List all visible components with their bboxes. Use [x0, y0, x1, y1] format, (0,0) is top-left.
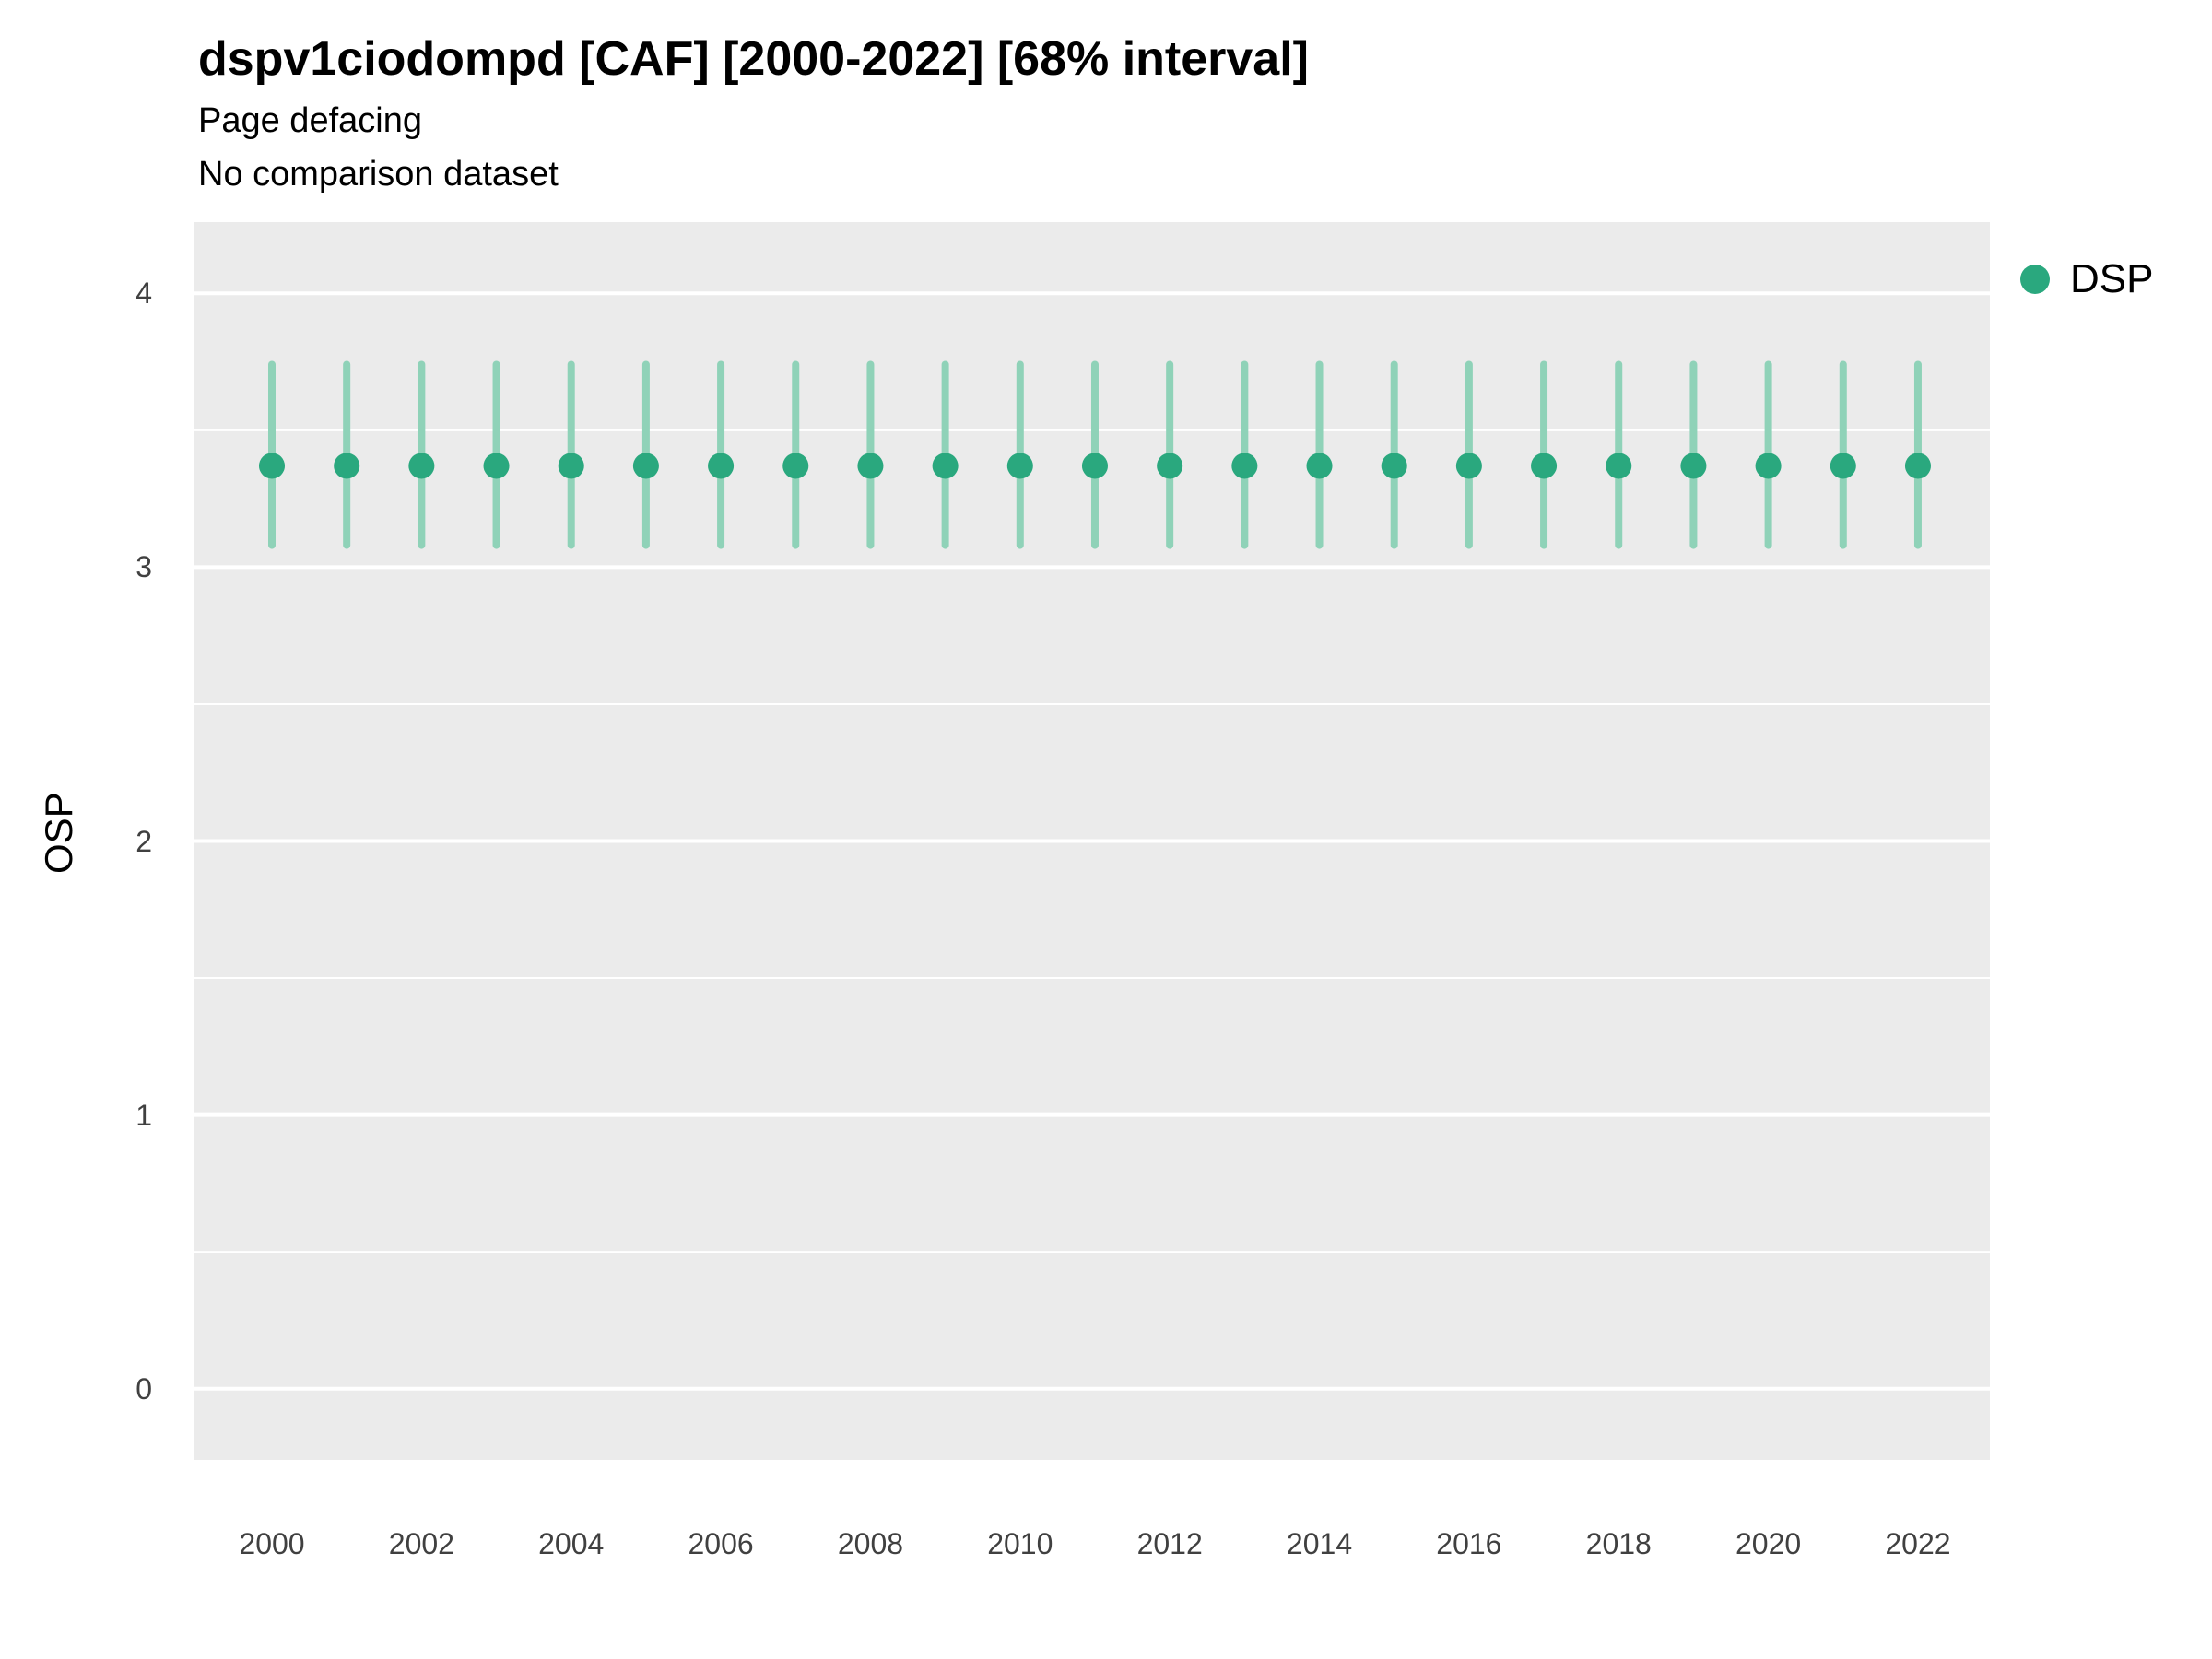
- data-point: [1531, 453, 1558, 479]
- x-tick-label: 2018: [1585, 1527, 1652, 1560]
- x-tick-label: 2000: [239, 1527, 305, 1560]
- x-tick-label: 2022: [1885, 1527, 1951, 1560]
- data-point: [1081, 453, 1108, 479]
- data-point: [1006, 453, 1033, 479]
- x-tick-label: 2008: [837, 1527, 904, 1560]
- data-point: [1381, 453, 1407, 479]
- x-tick-label: 2016: [1436, 1527, 1502, 1560]
- data-point: [1680, 453, 1707, 479]
- y-tick-label: 2: [135, 824, 152, 858]
- plot-panel: [194, 222, 1990, 1460]
- legend-dot: [2020, 265, 2050, 294]
- data-point: [1157, 453, 1183, 479]
- chart-title: dspv1ciodompd [CAF] [2000-2022] [68% int…: [198, 32, 1309, 86]
- y-tick-label: 0: [135, 1371, 152, 1406]
- x-tick-label: 2020: [1735, 1527, 1802, 1560]
- y-tick-label: 1: [135, 1098, 152, 1132]
- x-tick-label: 2014: [1286, 1527, 1353, 1560]
- data-point: [708, 453, 735, 479]
- y-tick-label: 3: [135, 550, 152, 584]
- legend: DSP: [2020, 256, 2153, 302]
- data-point: [558, 453, 584, 479]
- x-tick-label: 2006: [688, 1527, 754, 1560]
- data-point: [1455, 453, 1482, 479]
- legend-label: DSP: [2070, 256, 2154, 301]
- x-tick-label: 2004: [538, 1527, 605, 1560]
- data-point: [857, 453, 884, 479]
- data-point: [1306, 453, 1333, 479]
- x-tick-label: 2010: [987, 1527, 1053, 1560]
- data-point: [334, 453, 360, 479]
- data-point: [782, 453, 809, 479]
- data-point: [483, 453, 510, 479]
- data-point: [1606, 453, 1632, 479]
- data-point: [1231, 453, 1258, 479]
- chart-note: No comparison dataset: [198, 155, 559, 194]
- data-point: [1830, 453, 1856, 479]
- data-point: [1755, 453, 1782, 479]
- data-point: [632, 453, 659, 479]
- data-point: [1904, 453, 1931, 479]
- x-tick-label: 2012: [1136, 1527, 1203, 1560]
- plot-area: [194, 291, 1990, 1391]
- data-point: [408, 453, 435, 479]
- chart-subtitle: Page defacing: [198, 101, 422, 140]
- y-tick-label: 4: [135, 276, 152, 311]
- data-point: [259, 453, 285, 479]
- data-point: [932, 453, 959, 479]
- x-tick-label: 2002: [388, 1527, 454, 1560]
